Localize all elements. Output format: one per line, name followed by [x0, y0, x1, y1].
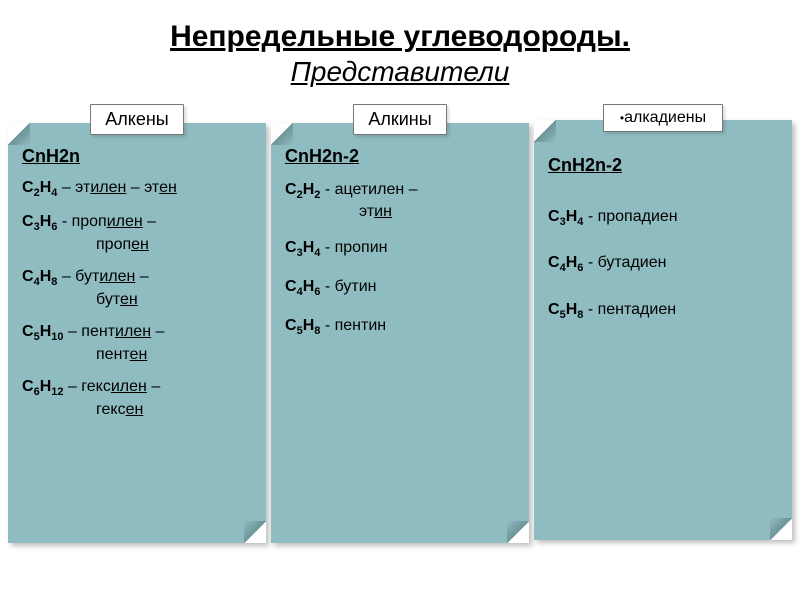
compound-item: C5H8 - пентадиен	[548, 300, 780, 323]
column-header: Алкены	[90, 104, 183, 135]
compound-item: C5H8 - пентин	[285, 316, 517, 339]
compound-item: C6H12 – гексилен – гексен	[22, 377, 254, 420]
column-header: Алкины	[353, 104, 446, 135]
column-alkenes: Алкены CnH2n C2H4 – этилен – этен C3H6 - …	[8, 104, 266, 543]
compound-item: C2H4 – этилен – этен	[22, 178, 254, 201]
page-subtitle: Представители	[0, 56, 800, 88]
compound-item: C4H6 - бутадиен	[548, 253, 780, 276]
compound-item: C4H8 – бутилен –бутен	[22, 267, 254, 310]
column-header: •алкадиены	[603, 104, 723, 132]
compound-list: C2H2 - ацетилен –этин C3H4 - пропин C4H6 -…	[285, 180, 517, 340]
compound-list: C2H4 – этилен – этен C3H6 - пропилен – пр…	[22, 178, 254, 421]
compound-item: C4H6 - бутин	[285, 277, 517, 300]
compound-item: C3H4 - пропадиен	[548, 207, 780, 230]
column-alkynes: Алкины CnH2n-2 C2H2 - ацетилен –этин C3H4…	[271, 104, 529, 543]
column-body: CnH2n-2 C2H2 - ацетилен –этин C3H4 - проп…	[271, 123, 529, 543]
page-title: Непредельные углеводороды.	[0, 20, 800, 54]
compound-item: C5H10 – пентилен – пентен	[22, 322, 254, 365]
heading-block: Непредельные углеводороды. Представители	[0, 20, 800, 88]
columns-container: Алкены CnH2n C2H4 – этилен – этен C3H6 - …	[0, 104, 800, 543]
column-body: CnH2n-2 C3H4 - пропадиенC4H6 - бутадиенC…	[534, 120, 792, 540]
column-alkadienes: •алкадиены CnH2n-2 C3H4 - пропадиен C4H6 …	[534, 104, 792, 543]
general-formula: CnH2n-2	[285, 145, 517, 168]
compound-list: C3H4 - пропадиен C4H6 - бутадиен C5H8 - пе…	[548, 207, 780, 324]
column-body: CnH2n C2H4 – этилен – этен C3H6 - пропиле…	[8, 123, 266, 543]
column-header-label: алкадиены	[624, 109, 706, 126]
general-formula: CnH2n	[22, 145, 254, 168]
column-header-wrap: Алкены	[8, 104, 266, 135]
column-header-wrap: Алкины	[271, 104, 529, 135]
compound-item: C2H2 - ацетилен –этин	[285, 180, 517, 223]
general-formula: CnH2n-2	[548, 154, 780, 177]
compound-item: C3H6 - пропилен – пропен	[22, 212, 254, 255]
column-header-wrap: •алкадиены	[534, 104, 792, 132]
compound-item: C3H4 - пропин	[285, 238, 517, 261]
